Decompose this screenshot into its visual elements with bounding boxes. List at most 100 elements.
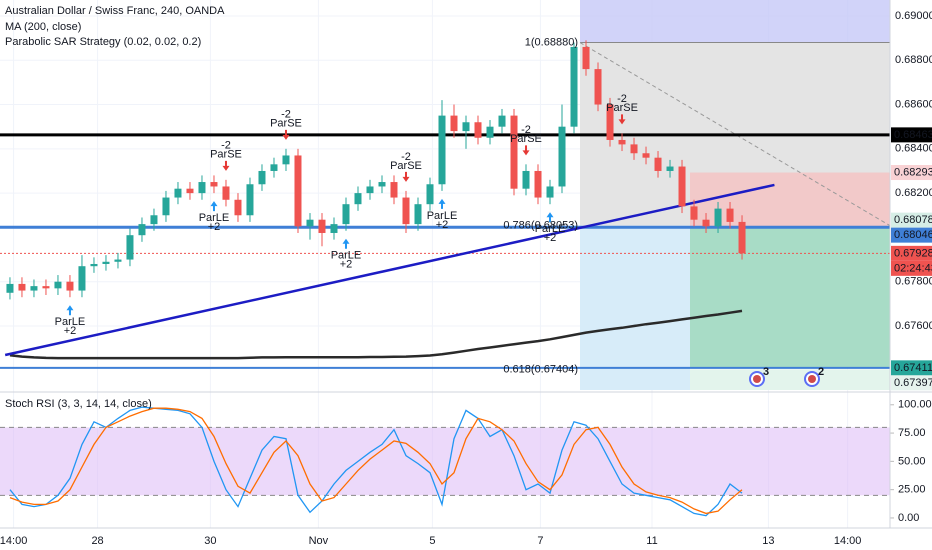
candle-body — [282, 155, 290, 165]
signal-qty: +2 — [208, 221, 221, 233]
candle-body — [546, 186, 554, 198]
candle-body — [114, 259, 122, 262]
signal-label: ParSE — [390, 160, 422, 172]
signal-qty: -2 — [617, 93, 627, 105]
candle-body — [294, 155, 302, 227]
candle-body — [174, 188, 182, 198]
y-tick-label: 25.00 — [898, 484, 926, 496]
oscillator-band — [0, 427, 890, 496]
signal-label: ParLE — [55, 316, 86, 328]
candle-body — [306, 219, 314, 227]
x-tick-label: 30 — [204, 535, 216, 547]
candle-body — [438, 115, 446, 185]
candle-body — [486, 126, 494, 138]
chart-title: Australian Dollar / Swiss Franc, 240, OA… — [5, 5, 225, 17]
countdown: 02:24:43 — [894, 262, 932, 274]
x-tick-label: 28 — [91, 535, 103, 547]
price-label: 0.68078 — [894, 214, 932, 226]
oscillator-line — [9, 407, 743, 515]
stop-zone — [690, 172, 890, 228]
candle-body — [462, 122, 470, 132]
x-tick-label: 5 — [429, 535, 435, 547]
countdown-bg — [891, 260, 932, 276]
candle-body — [510, 115, 518, 189]
signal-qty: +2 — [340, 259, 353, 271]
candle-body — [366, 186, 374, 194]
candle-body — [198, 182, 206, 194]
candle-body — [246, 184, 254, 216]
candle-body — [330, 224, 338, 233]
candle-body — [606, 104, 614, 140]
y-tick-label: 0.68200 — [895, 187, 932, 199]
price-label: 0.68046 — [894, 229, 932, 241]
y-tick-label: 100.00 — [898, 399, 932, 411]
price-label: 0.67411 — [894, 362, 932, 374]
signal-arrow — [402, 171, 410, 182]
target-zone — [690, 227, 890, 368]
signal-label: ParSE — [210, 149, 242, 161]
candle-body — [402, 197, 410, 225]
candle-body — [186, 188, 194, 194]
candle-body — [234, 199, 242, 216]
x-tick-label: 14:00 — [0, 535, 27, 547]
candle-body — [570, 46, 578, 127]
candle-body — [642, 153, 650, 158]
candle-body — [534, 170, 542, 198]
price-label: 0.67928 — [894, 247, 932, 259]
candle-body — [654, 157, 662, 171]
candle-body — [42, 286, 50, 289]
candle-body — [666, 166, 674, 171]
fib-label: 1(0.68880) — [525, 36, 578, 48]
signal-arrow — [210, 201, 218, 212]
candle-body — [390, 182, 398, 198]
signal-arrow — [282, 129, 290, 140]
trendline — [4, 183, 775, 357]
indicator-label: Parabolic SAR Strategy (0.02, 0.02, 0.2) — [5, 36, 201, 48]
signal-label: ParLE — [427, 210, 458, 222]
fib-lower-zone — [580, 225, 690, 390]
candle-body — [558, 126, 566, 187]
signal-qty: +2 — [544, 232, 557, 244]
candle-body — [726, 208, 734, 222]
oscillator-line — [9, 406, 743, 517]
candle-body — [222, 186, 230, 200]
candle-body — [66, 281, 74, 291]
event-count: 2 — [818, 366, 824, 378]
candle-body — [714, 208, 722, 227]
signal-qty: -2 — [521, 124, 531, 136]
signal-label: ParSE — [606, 102, 638, 114]
candle-body — [690, 206, 698, 220]
candle-body — [426, 184, 434, 205]
y-tick-label: 0.00 — [898, 512, 919, 524]
candle-body — [738, 221, 746, 254]
candle-body — [630, 144, 638, 154]
event-flag — [753, 375, 761, 383]
price-label-bg — [891, 127, 932, 143]
candle-body — [162, 197, 170, 216]
candle-body — [618, 139, 626, 145]
price-label: 0.68293 — [894, 166, 932, 178]
candle-body — [6, 283, 14, 293]
y-tick-label: 0.68600 — [895, 98, 932, 110]
candle-body — [498, 115, 506, 127]
signal-arrow — [438, 198, 446, 209]
x-tick-label: 14:00 — [834, 535, 862, 547]
y-tick-label: 0.69000 — [895, 10, 932, 22]
candle-body — [594, 69, 602, 105]
signal-label: ParSE — [510, 133, 542, 145]
y-tick-label: 75.00 — [898, 427, 926, 439]
event-flag — [808, 375, 816, 383]
candle-body — [210, 182, 218, 187]
signal-arrow — [618, 114, 626, 125]
x-tick-label: 13 — [762, 535, 774, 547]
y-tick-label: 50.00 — [898, 455, 926, 467]
x-tick-label: Nov — [309, 535, 329, 547]
signal-label: ParLE — [331, 250, 362, 262]
candle-body — [90, 263, 98, 267]
pane-title: Stoch RSI (3, 3, 14, 14, close) — [5, 398, 152, 410]
signal-arrow — [342, 238, 350, 249]
candle-body — [474, 122, 482, 138]
fib-label: 0.786(0.68053) — [503, 220, 578, 232]
y-tick-label: 0.67600 — [895, 320, 932, 332]
